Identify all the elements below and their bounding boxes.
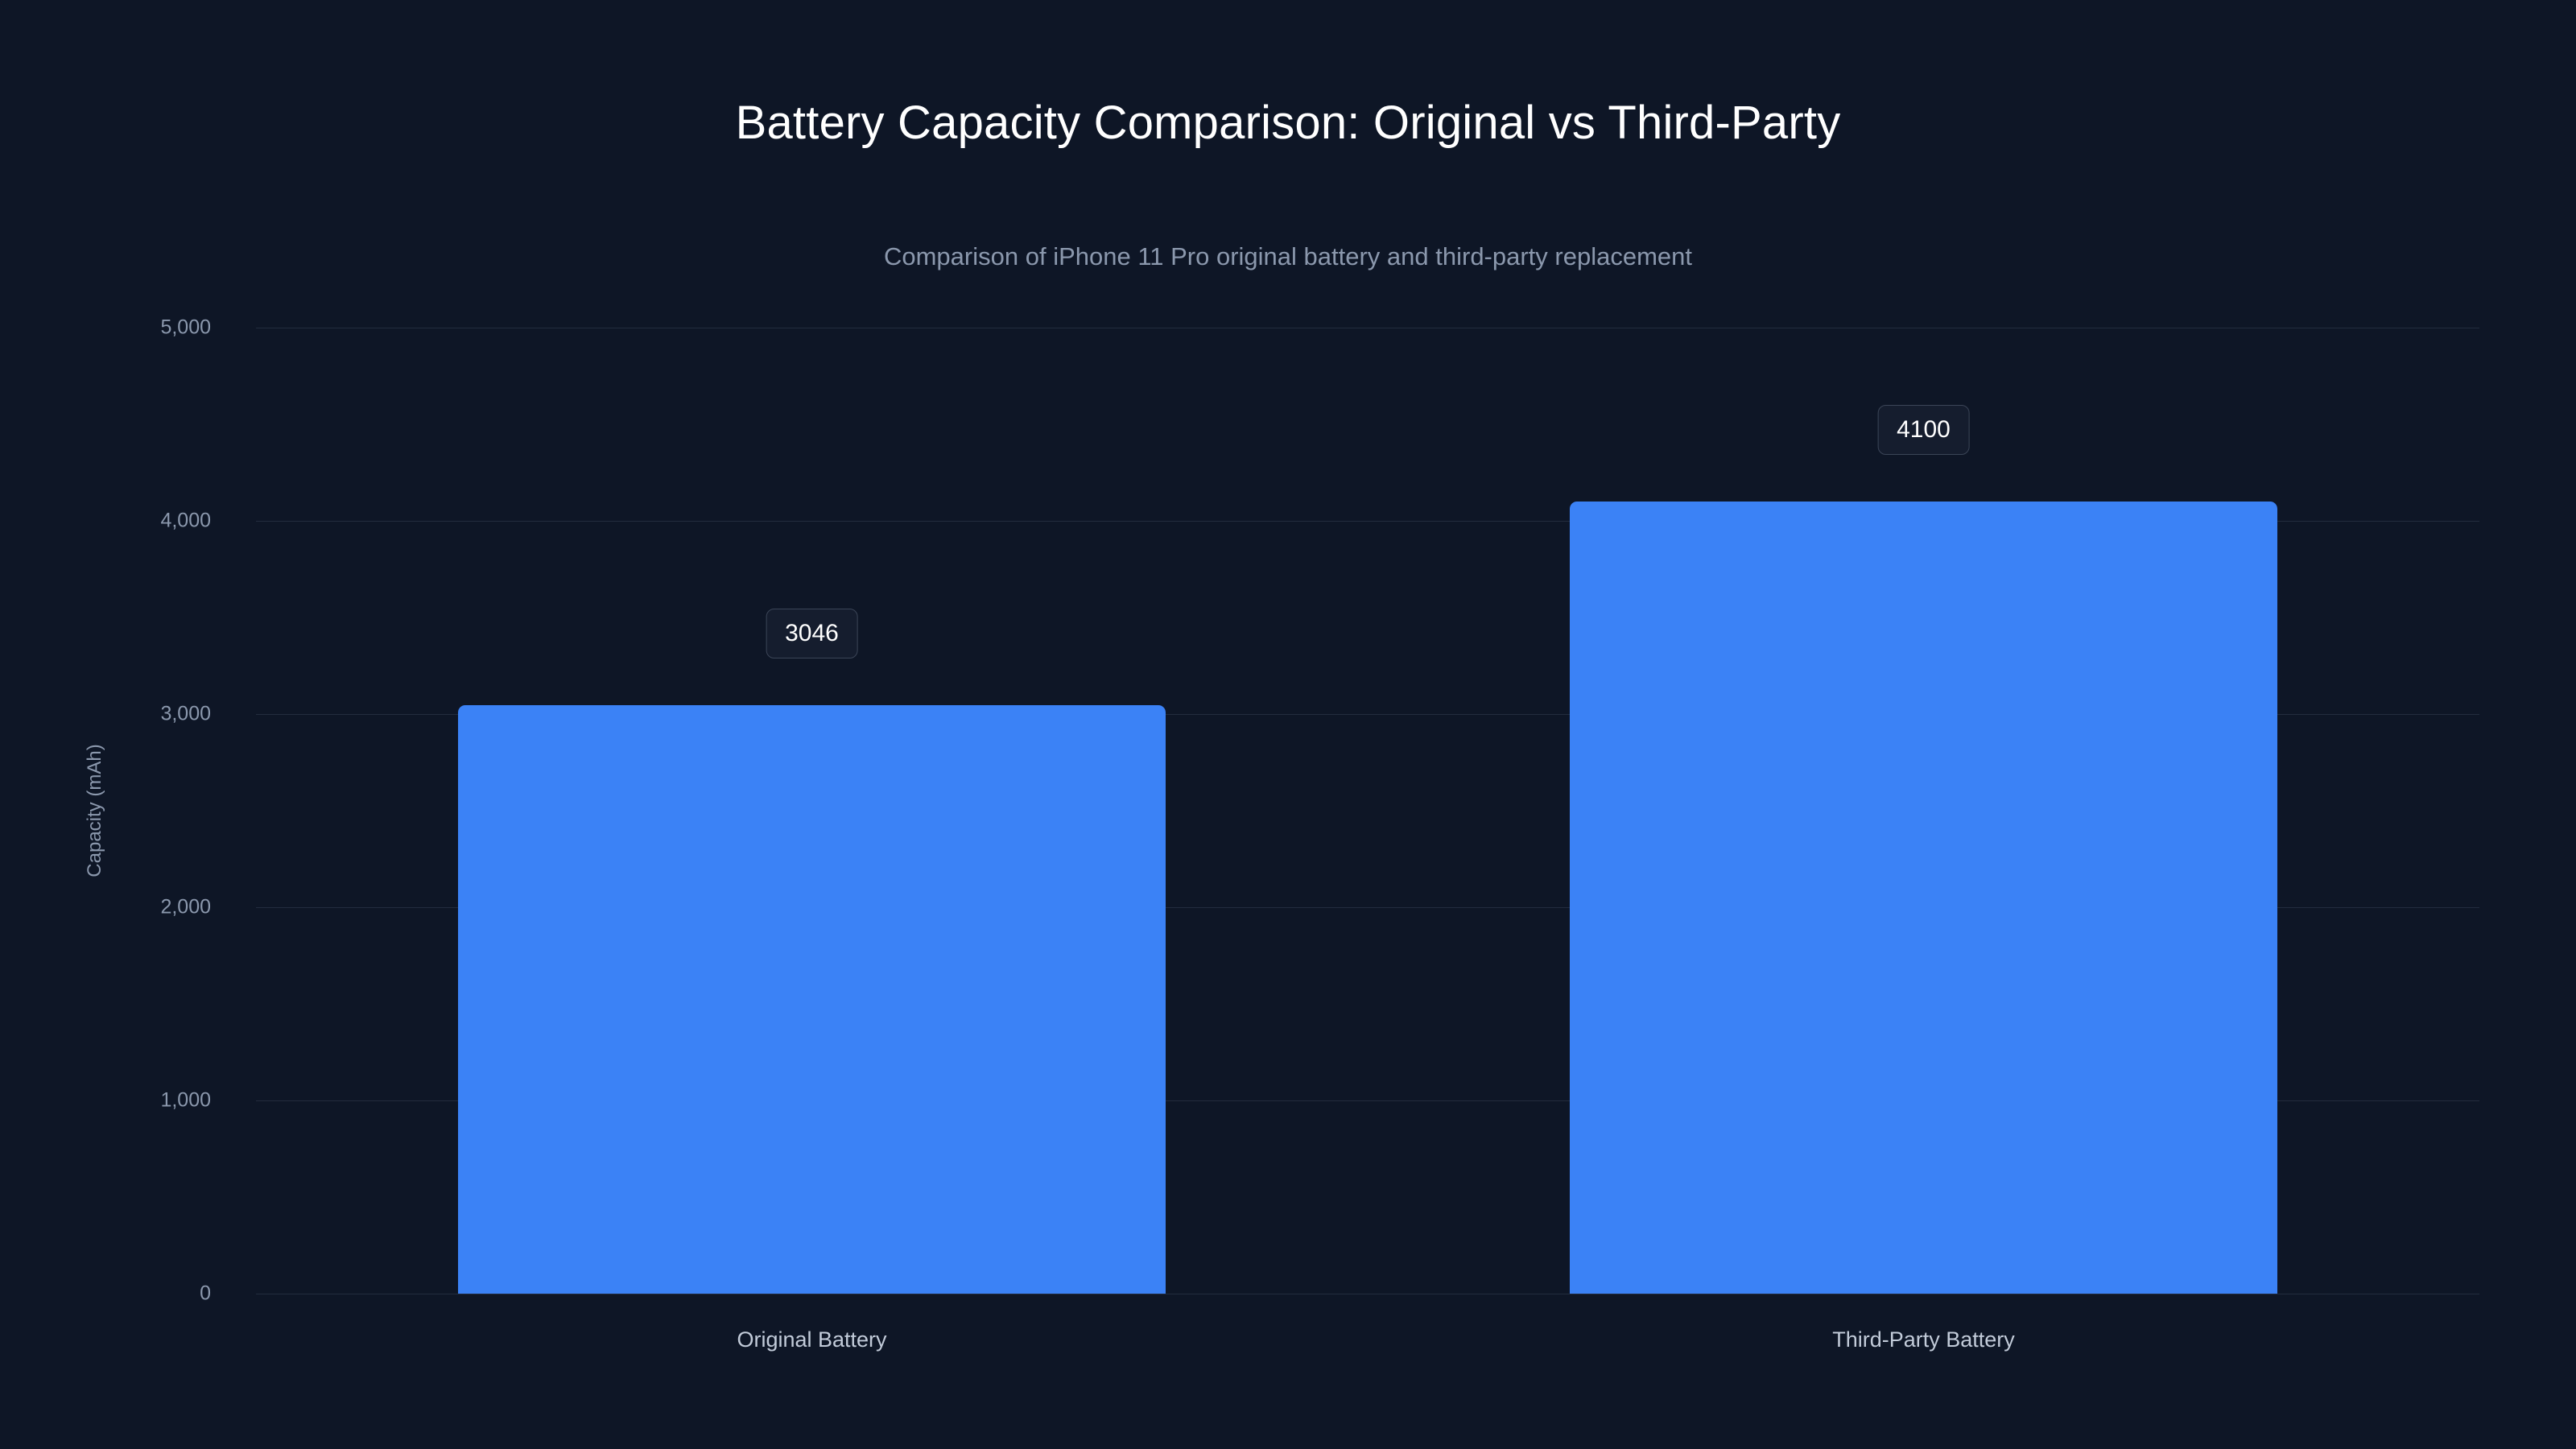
bar-value-label: 3046 bbox=[766, 608, 858, 658]
x-axis-tick-label: Third-Party Battery bbox=[1832, 1327, 2015, 1352]
chart-title: Battery Capacity Comparison: Original vs… bbox=[735, 97, 1841, 149]
chart-subtitle: Comparison of iPhone 11 Pro original bat… bbox=[883, 242, 1693, 270]
gridline bbox=[256, 1100, 2479, 1101]
y-axis-tick-label: 1,000 bbox=[160, 1088, 211, 1112]
bar[interactable] bbox=[1570, 502, 2277, 1294]
y-axis-tick-label: 3,000 bbox=[160, 702, 211, 725]
y-axis-tick-label: 2,000 bbox=[160, 895, 211, 919]
y-axis-tick-label: 0 bbox=[200, 1282, 211, 1305]
bar-value-label: 4100 bbox=[1877, 405, 1970, 455]
y-axis-tick-labels: 0 1,000 2,000 3,000 4,000 5,000 bbox=[0, 0, 233, 1449]
y-axis-tick-label: 4,000 bbox=[160, 509, 211, 532]
gridline bbox=[256, 521, 2479, 522]
gridline bbox=[256, 907, 2479, 908]
plot-area bbox=[256, 328, 2479, 1294]
gridline bbox=[256, 714, 2479, 715]
y-axis-tick-label: 5,000 bbox=[160, 316, 211, 339]
bar[interactable] bbox=[458, 704, 1166, 1294]
x-axis-tick-label: Original Battery bbox=[737, 1327, 887, 1352]
